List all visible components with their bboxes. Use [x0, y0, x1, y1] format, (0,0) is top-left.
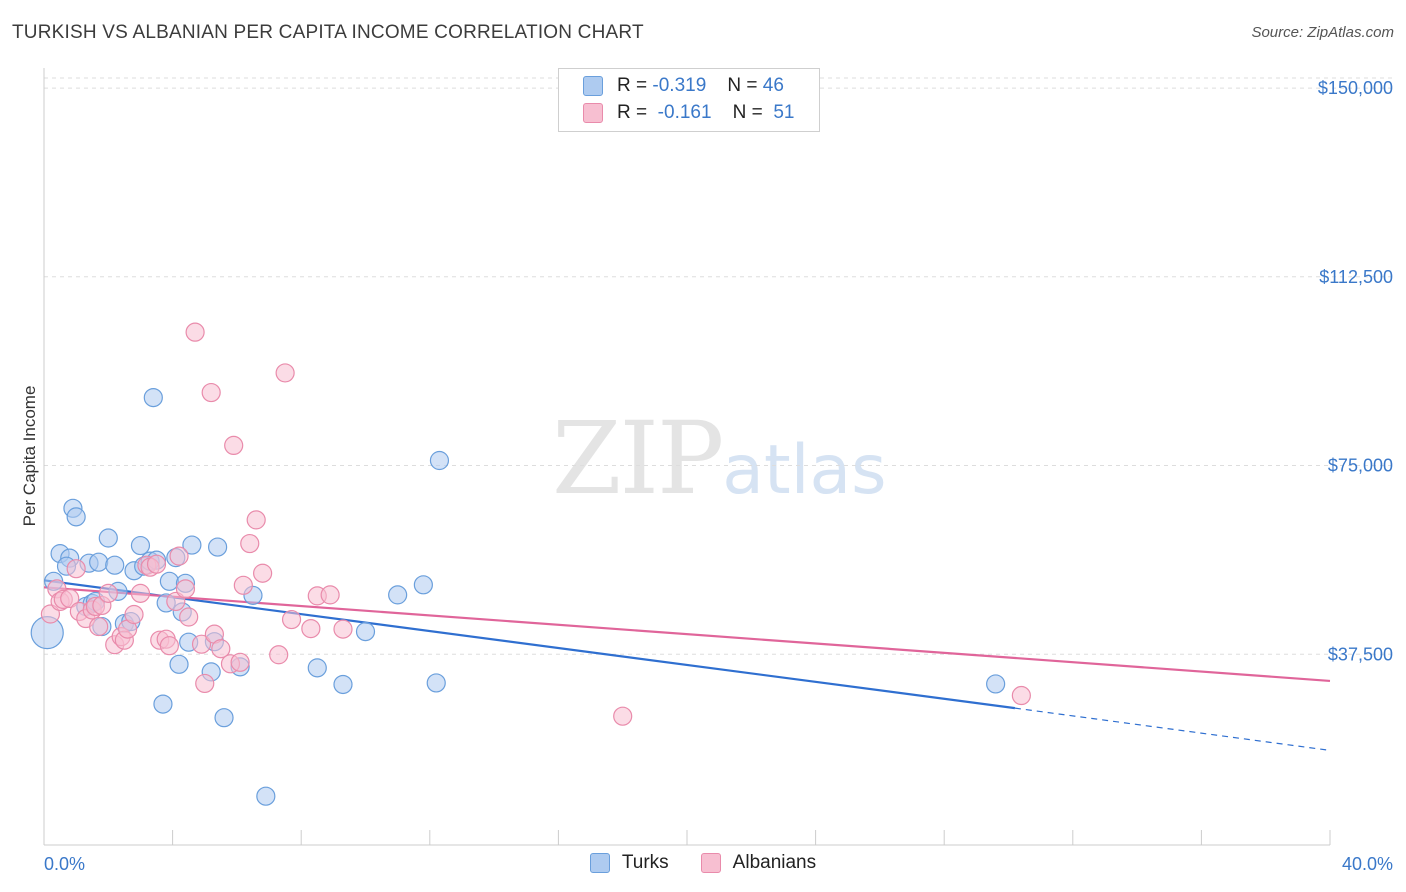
turks-point — [130, 535, 151, 556]
turks-trend-line — [43, 579, 1016, 710]
albanians-point — [269, 645, 289, 665]
albanians-point — [320, 585, 340, 605]
albanians-r-value: -0.161 — [657, 102, 712, 123]
albanians-point — [224, 435, 244, 456]
y-tick-label: $112,500 — [1319, 267, 1393, 287]
y-tick-label: $37,500 — [1328, 644, 1393, 664]
albanians-point — [89, 616, 109, 637]
albanians-point — [185, 322, 205, 342]
albanians-point — [66, 559, 86, 579]
albanians-point — [60, 588, 80, 609]
albanians-point — [253, 563, 273, 583]
albanians-point — [211, 639, 231, 659]
turks-r-label: R = — [617, 75, 648, 96]
source-label: Source: ZipAtlas.com — [1251, 24, 1394, 41]
turks-legend-swatch — [589, 853, 610, 873]
turks-point — [143, 387, 163, 408]
turks-point — [426, 673, 446, 693]
albanians-n-value: 51 — [773, 102, 795, 123]
albanians-swatch — [583, 103, 603, 123]
turks-point — [182, 535, 202, 555]
y-tick-label: $150,000 — [1318, 78, 1393, 98]
grid-lines — [44, 77, 1394, 655]
albanians-point — [146, 554, 167, 574]
axes — [43, 68, 1331, 846]
turks-trend-extension — [1014, 707, 1331, 751]
turks-point — [66, 507, 86, 527]
albanians-point — [130, 583, 151, 603]
albanians-point — [98, 583, 118, 603]
turks-point — [159, 571, 179, 591]
watermark-zip: ZIP — [552, 400, 724, 517]
albanians-point — [233, 575, 253, 595]
watermark-atlas: atlas — [722, 431, 887, 510]
turks-point — [429, 450, 450, 471]
albanians-point — [246, 510, 266, 530]
series-legend: Turks Albanians — [0, 852, 1406, 874]
turks-point — [98, 528, 118, 548]
albanians-point — [175, 579, 196, 599]
albanians-point — [275, 363, 295, 383]
albanians-point — [195, 673, 215, 694]
albanians-point — [179, 607, 199, 627]
albanians-point — [230, 652, 250, 672]
x-tick-label-min: 0.0% — [44, 854, 85, 874]
turks-point — [208, 537, 228, 557]
turks-n-label: N = — [727, 75, 758, 96]
tick-labels: $37,500 $75,000 $112,500 $150,000 0.0% 40.0% — [44, 78, 1393, 874]
turks-point — [355, 622, 376, 642]
turks-point — [89, 552, 109, 572]
turks-point — [214, 708, 234, 728]
turks-r-value: -0.319 — [652, 75, 707, 96]
y-axis-label: Per Capita Income — [20, 386, 39, 527]
albanians-point — [1011, 685, 1031, 706]
albanians-point — [169, 546, 189, 566]
turks-legend-label: Turks — [621, 852, 669, 873]
y-tick-label: $75,000 — [1328, 456, 1393, 476]
albanians-point — [281, 609, 302, 630]
albanians-point — [301, 618, 321, 639]
turks-point — [307, 658, 327, 678]
turks-n-value: 46 — [762, 75, 784, 96]
turks-point — [256, 786, 276, 806]
correlation-legend: R = -0.319 N = 46 R = -0.161 N = 51 — [558, 68, 820, 132]
legend-item-turks[interactable]: Turks — [589, 852, 669, 874]
albanians-legend-label: Albanians — [732, 852, 817, 873]
turks-point — [105, 555, 125, 575]
turks-point — [388, 585, 408, 605]
albanians-point — [201, 382, 221, 403]
turks-point — [986, 674, 1006, 694]
x-tick-label-max: 40.0% — [1342, 854, 1393, 874]
watermark: ZIPatlas — [552, 400, 887, 517]
albanians-point — [124, 604, 144, 625]
legend-item-albanians[interactable]: Albanians — [700, 852, 817, 874]
turks-point — [153, 694, 173, 714]
data-points — [30, 322, 1031, 806]
albanians-n-label: N = — [732, 102, 763, 123]
albanians-legend-swatch — [700, 853, 721, 873]
albanians-point — [159, 636, 179, 656]
albanians-point — [613, 706, 633, 726]
albanians-point — [240, 533, 260, 554]
turks-point — [333, 674, 353, 695]
albanians-point — [191, 634, 212, 654]
turks-point — [169, 654, 189, 674]
albanians-point — [333, 619, 353, 639]
legend-row-albanians: R = -0.161 N = 51 — [583, 100, 794, 126]
chart-title: TURKISH VS ALBANIAN PER CAPITA INCOME CO… — [12, 22, 644, 43]
albanians-r-label: R = — [617, 102, 648, 123]
turks-swatch — [583, 76, 603, 96]
turks-point — [413, 575, 433, 595]
legend-row-turks: R = -0.319 N = 46 — [583, 73, 784, 99]
